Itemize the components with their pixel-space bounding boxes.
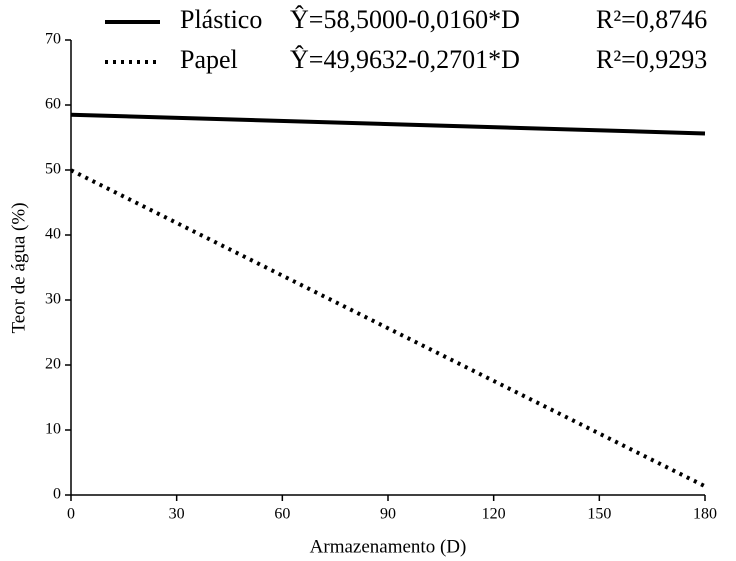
y-tick-label: 30 (45, 291, 61, 308)
series-line (70, 168, 706, 489)
legend-r2: R²=0,8746 (596, 5, 707, 34)
y-tick-label: 70 (45, 31, 61, 48)
legend-label: Plástico (180, 5, 262, 34)
y-tick-label: 50 (45, 161, 61, 178)
x-tick-label: 120 (482, 506, 506, 523)
legend-r2: R²=0,9293 (596, 45, 707, 74)
legend-label: Papel (180, 45, 238, 74)
y-tick-label: 20 (45, 356, 61, 373)
y-tick-label: 10 (45, 421, 61, 438)
x-tick-label: 30 (169, 506, 185, 523)
x-tick-label: 150 (587, 506, 611, 523)
x-tick-label: 180 (693, 506, 717, 523)
y-tick-label: 60 (45, 96, 61, 113)
y-axis-label: Teor de água (%) (8, 202, 29, 333)
x-tick-label: 0 (67, 506, 75, 523)
legend-equation: Ŷ=49,9632-0,2701*D (290, 45, 520, 74)
x-tick-label: 60 (274, 506, 290, 523)
legend-equation: Ŷ=58,5000-0,0160*D (290, 5, 520, 34)
y-tick-label: 0 (53, 486, 61, 503)
y-tick-label: 40 (45, 226, 61, 243)
x-axis-label: Armazenamento (D) (310, 536, 467, 557)
series-line (70, 112, 706, 136)
x-tick-label: 90 (380, 506, 396, 523)
